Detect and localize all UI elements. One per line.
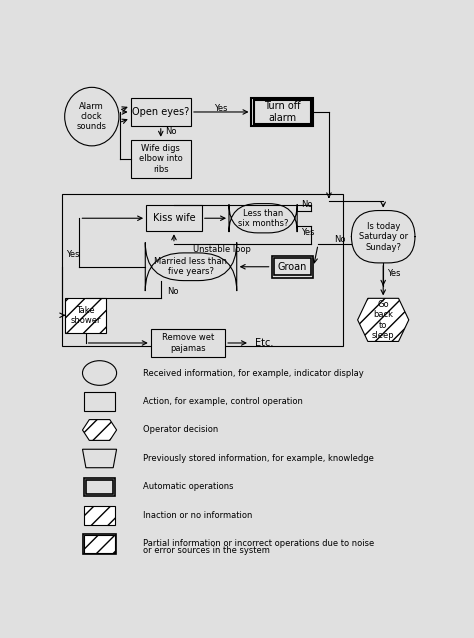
Text: Groan: Groan xyxy=(278,262,307,272)
Polygon shape xyxy=(82,449,117,468)
Ellipse shape xyxy=(82,360,117,385)
Ellipse shape xyxy=(64,87,119,146)
Bar xyxy=(84,506,115,524)
Text: Yes: Yes xyxy=(66,250,80,259)
Bar xyxy=(63,193,343,346)
Bar xyxy=(151,329,225,357)
FancyBboxPatch shape xyxy=(229,204,297,233)
Bar xyxy=(146,205,202,232)
Text: No: No xyxy=(165,128,177,137)
Text: Kiss wife: Kiss wife xyxy=(153,213,195,223)
Text: No: No xyxy=(167,287,179,296)
Bar xyxy=(84,392,115,411)
Text: No: No xyxy=(334,235,345,244)
Bar xyxy=(86,480,113,494)
Text: Less than
six months?: Less than six months? xyxy=(238,209,288,228)
Text: Received information, for example, indicator display: Received information, for example, indic… xyxy=(143,369,364,378)
Bar xyxy=(65,297,106,333)
Bar xyxy=(83,534,116,554)
Text: Turn off
alarm: Turn off alarm xyxy=(264,101,301,122)
Text: Remove wet
pajamas: Remove wet pajamas xyxy=(162,333,214,353)
Text: Go
back
to
sleep: Go back to sleep xyxy=(372,300,394,340)
Text: Married less than
five years?: Married less than five years? xyxy=(155,257,228,276)
Text: Automatic operations: Automatic operations xyxy=(143,482,234,491)
Text: Inaction or no information: Inaction or no information xyxy=(143,511,252,520)
Polygon shape xyxy=(82,420,117,440)
Text: Operator decision: Operator decision xyxy=(143,426,218,434)
Text: Is today
Saturday or
Sunday?: Is today Saturday or Sunday? xyxy=(359,222,408,251)
Bar xyxy=(130,140,191,178)
FancyBboxPatch shape xyxy=(351,211,415,263)
Text: Alarm
clock
sounds: Alarm clock sounds xyxy=(77,101,107,131)
Polygon shape xyxy=(357,299,409,341)
Text: Yes: Yes xyxy=(301,228,315,237)
Bar xyxy=(274,258,311,275)
Text: Open eyes?: Open eyes? xyxy=(132,107,190,117)
Text: Yes: Yes xyxy=(214,103,228,113)
FancyBboxPatch shape xyxy=(145,242,237,291)
Text: Unstable loop: Unstable loop xyxy=(193,244,251,253)
Text: Previously stored information, for example, knowledge: Previously stored information, for examp… xyxy=(143,454,374,463)
Bar xyxy=(130,98,191,126)
Text: Take
shower: Take shower xyxy=(70,306,101,325)
Text: Etc.: Etc. xyxy=(255,338,273,348)
Text: No: No xyxy=(301,200,312,209)
Bar xyxy=(84,478,115,496)
Text: Partial information or incorrect operations due to noise: Partial information or incorrect operati… xyxy=(143,540,374,549)
Bar xyxy=(254,100,311,124)
Bar xyxy=(84,535,115,553)
Text: Action, for example, control operation: Action, for example, control operation xyxy=(143,397,303,406)
Bar xyxy=(251,98,313,126)
Text: Yes: Yes xyxy=(387,269,401,278)
Bar xyxy=(272,256,313,278)
Text: or error sources in the system: or error sources in the system xyxy=(143,546,270,556)
Text: Wife digs
elbow into
ribs: Wife digs elbow into ribs xyxy=(139,144,182,174)
